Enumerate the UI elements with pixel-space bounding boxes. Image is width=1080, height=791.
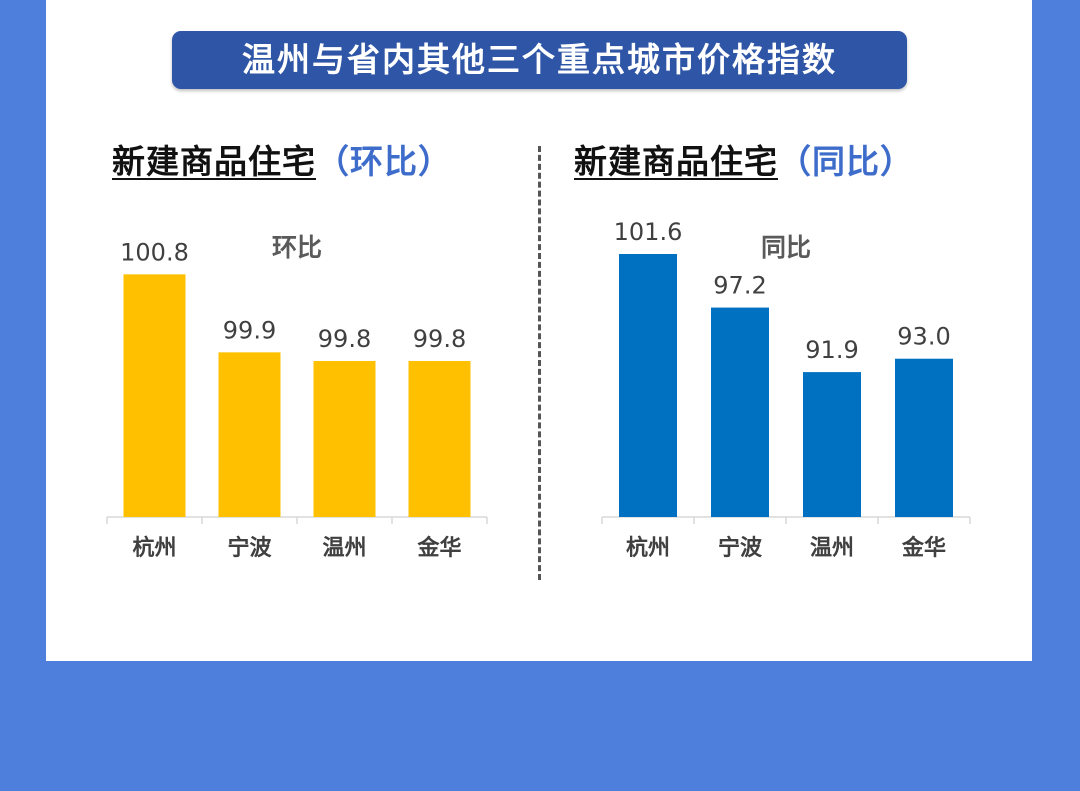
tick-label-mom-0: 杭州 bbox=[132, 535, 176, 561]
bar-yoy-1 bbox=[711, 307, 769, 517]
tick-label-mom-2: 温州 bbox=[322, 536, 366, 561]
data-label-yoy-1: 97.2 bbox=[713, 272, 766, 300]
section-heading-yoy-sub: （同比） bbox=[778, 142, 914, 181]
tick-label-mom-3: 金华 bbox=[416, 535, 461, 561]
bar-mom-2 bbox=[313, 361, 376, 517]
bar-yoy-0 bbox=[619, 254, 677, 517]
bar-yoy-3 bbox=[895, 358, 953, 517]
data-label-mom-2: 99.8 bbox=[318, 325, 371, 353]
tick-label-mom-1: 宁波 bbox=[227, 535, 272, 561]
data-label-yoy-2: 91.9 bbox=[805, 336, 858, 364]
bar-mom-3 bbox=[408, 361, 471, 517]
section-heading-mom-sub: （环比） bbox=[316, 142, 452, 181]
bar-yoy-2 bbox=[803, 372, 861, 517]
data-label-mom-1: 99.9 bbox=[223, 316, 276, 344]
tick-label-yoy-3: 金华 bbox=[901, 535, 946, 561]
bar-mom-1 bbox=[218, 352, 281, 517]
chart-title-yoy: 同比 bbox=[761, 233, 811, 262]
section-heading-mom: 新建商品住宅（环比） bbox=[112, 140, 452, 184]
tick-label-yoy-0: 杭州 bbox=[626, 535, 670, 561]
data-label-yoy-0: 101.6 bbox=[614, 218, 683, 246]
tick-label-yoy-2: 温州 bbox=[810, 536, 854, 561]
chart-title-mom: 环比 bbox=[272, 233, 322, 262]
section-heading-mom-main: 新建商品住宅 bbox=[112, 142, 316, 181]
section-heading-yoy: 新建商品住宅（同比） bbox=[574, 140, 914, 184]
page-title: 温州与省内其他三个重点城市价格指数 bbox=[172, 31, 907, 89]
section-divider bbox=[538, 146, 541, 580]
section-heading-yoy-main: 新建商品住宅 bbox=[574, 142, 778, 181]
data-label-mom-3: 99.8 bbox=[413, 325, 466, 353]
data-label-yoy-3: 93.0 bbox=[897, 323, 950, 351]
bar-mom-0 bbox=[123, 274, 186, 517]
tick-label-yoy-1: 宁波 bbox=[718, 535, 763, 561]
data-label-mom-0: 100.8 bbox=[120, 238, 189, 266]
